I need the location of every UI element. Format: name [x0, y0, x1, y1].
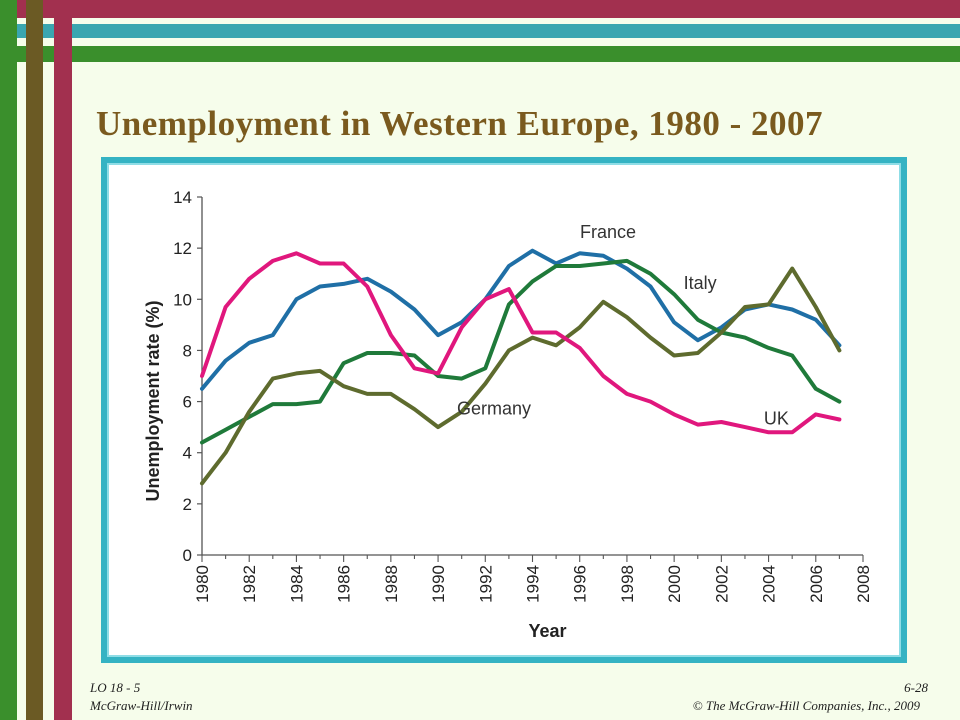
y-tick-label: 4	[183, 444, 192, 463]
y-axis-title: Unemployment rate (%)	[143, 300, 163, 501]
chart-frame: 0 2 4 6 8 10 12 14 1980 1982 1984 1986 1988 1990 1992 1…	[101, 157, 907, 663]
x-tick-label: 2008	[854, 565, 873, 603]
left-stripe-crimson	[54, 0, 72, 720]
footer-page-number: 6-28	[904, 680, 928, 695]
series-label-france: France	[580, 222, 636, 242]
x-tick-label: 2004	[760, 565, 779, 603]
top-stripe-crimson	[0, 0, 960, 18]
left-stripe-olive	[26, 0, 43, 720]
series-label-italy: Italy	[684, 273, 717, 293]
y-tick-label: 2	[183, 495, 192, 514]
series-label-uk: UK	[764, 409, 789, 429]
x-tick-label: 1996	[571, 565, 590, 603]
series-line-germany	[200, 266, 842, 486]
x-axis-title: Year	[528, 621, 566, 641]
y-tick-label: 12	[173, 239, 192, 258]
series-line-uk	[200, 251, 842, 435]
y-tick-label: 10	[173, 290, 192, 309]
line-chart: 0 2 4 6 8 10 12 14 1980 1982 1984 1986 1988 1990 1992 1…	[143, 188, 873, 641]
series-lines-layer	[200, 248, 842, 486]
x-tick-label: 1990	[429, 565, 448, 603]
series-label-germany: Germany	[457, 398, 531, 418]
x-tick-label: 1992	[476, 565, 495, 603]
footer-lo: LO 18 - 5	[90, 680, 141, 695]
x-tick-label: 1998	[618, 565, 637, 603]
x-tick-label: 1988	[382, 565, 401, 603]
x-tick-label: 1994	[524, 565, 543, 603]
x-tick-label: 1984	[287, 565, 306, 603]
axes-layer: 0 2 4 6 8 10 12 14 1980 1982 1984 1986 1988 1990 1992 1…	[143, 188, 873, 641]
y-tick-label: 8	[183, 341, 192, 360]
x-tick-label: 1986	[335, 565, 354, 603]
x-tick-label: 2002	[712, 565, 731, 603]
x-tick-label: 1980	[193, 565, 212, 603]
slide-title: Unemployment in Western Europe, 1980 - 2…	[96, 104, 824, 143]
top-stripe-green	[0, 46, 960, 62]
y-tick-label: 6	[183, 393, 192, 412]
series-line-italy	[200, 258, 842, 445]
y-tick-label: 0	[183, 546, 192, 565]
left-stripe-green	[0, 0, 17, 720]
footer-copyright: © The McGraw-Hill Companies, Inc., 2009	[692, 698, 920, 713]
series-labels-layer: France Italy Germany UK	[457, 222, 789, 429]
series-line-france	[200, 248, 842, 391]
y-tick-label: 14	[173, 188, 192, 207]
top-stripe-teal	[0, 24, 960, 38]
x-tick-label: 2006	[807, 565, 826, 603]
x-tick-label: 1982	[240, 565, 259, 603]
x-tick-label: 2000	[665, 565, 684, 603]
footer-publisher: McGraw-Hill/Irwin	[90, 698, 193, 713]
